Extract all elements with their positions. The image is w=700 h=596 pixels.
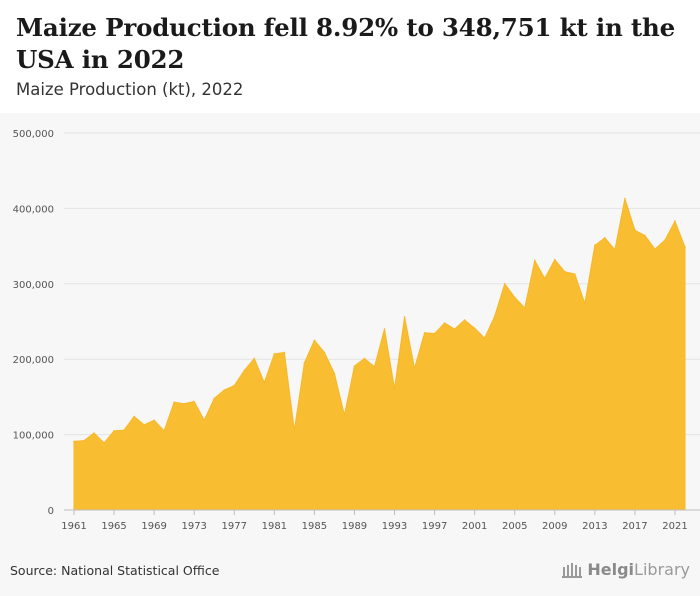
x-tick-label: 1989	[342, 521, 367, 532]
data-point	[333, 372, 336, 375]
source-note: Source: National Statistical Office	[10, 563, 220, 578]
x-tick-label: 2017	[622, 521, 647, 532]
x-tick-label: 1961	[61, 521, 86, 532]
data-point	[73, 440, 75, 443]
x-tick-label: 1997	[422, 521, 447, 532]
x-tick-label: 1993	[382, 521, 407, 532]
data-point	[654, 248, 656, 250]
data-point	[393, 387, 396, 390]
data-point	[513, 296, 516, 299]
x-tick-label: 2001	[462, 521, 487, 532]
x-tick-label: 1977	[222, 521, 247, 532]
chart-header: Maize Production fell 8.92% to 348,751 k…	[0, 0, 700, 113]
data-point	[403, 316, 406, 318]
data-point	[463, 319, 466, 321]
data-point	[523, 307, 526, 309]
data-point	[553, 258, 556, 261]
y-tick-label: 300,000	[13, 280, 54, 291]
data-point	[423, 332, 426, 334]
data-point	[574, 273, 576, 275]
data-point	[493, 315, 496, 318]
data-point	[473, 327, 476, 330]
area-series	[73, 198, 686, 511]
data-point	[83, 439, 85, 442]
data-point	[614, 249, 616, 251]
data-point	[163, 430, 165, 432]
x-tick-label: 1965	[101, 521, 126, 532]
data-point	[223, 389, 226, 391]
x-tick-label: 1981	[262, 521, 287, 532]
y-tick-label: 0	[48, 506, 54, 517]
data-point	[213, 397, 216, 400]
data-point	[604, 237, 606, 239]
brand-logo[interactable]: HelgiLibrary	[561, 560, 690, 579]
data-point	[253, 357, 256, 360]
data-point	[383, 328, 386, 330]
x-tick-label: 2013	[582, 521, 607, 532]
data-point	[323, 351, 326, 354]
data-point	[243, 369, 246, 372]
chart-title: Maize Production fell 8.92% to 348,751 k…	[16, 13, 676, 74]
data-point	[283, 351, 286, 354]
data-point	[644, 234, 646, 237]
x-tick-label: 1973	[181, 521, 206, 532]
area-chart: 0 100,000 200,000 300,000 400,000 500,000 1961…	[13, 129, 700, 532]
y-tick-label: 500,000	[13, 129, 54, 140]
data-point	[433, 332, 436, 335]
data-point	[594, 244, 596, 247]
data-point	[133, 415, 135, 418]
x-tick-label: 2009	[542, 521, 567, 532]
data-point	[93, 432, 95, 434]
data-point	[373, 365, 376, 368]
data-point	[193, 400, 195, 403]
y-tick-label: 100,000	[13, 431, 54, 442]
brand-name-light: Library	[634, 560, 690, 579]
data-point	[313, 339, 316, 342]
data-point	[413, 367, 416, 370]
data-point	[153, 419, 155, 422]
data-point	[483, 337, 486, 339]
data-point	[303, 362, 306, 364]
data-point	[353, 365, 356, 367]
data-point	[363, 357, 366, 360]
x-tick-label: 1985	[302, 521, 327, 532]
data-point	[443, 322, 446, 324]
data-point	[203, 419, 206, 422]
data-point	[634, 229, 636, 232]
data-point	[273, 353, 276, 355]
data-point	[624, 197, 626, 200]
data-point	[533, 259, 536, 262]
data-point	[173, 401, 175, 403]
x-tick-label: 2005	[502, 521, 527, 532]
data-point	[263, 381, 266, 384]
data-point	[293, 429, 296, 431]
data-point	[123, 429, 125, 431]
data-point	[183, 402, 185, 405]
y-tick-label: 400,000	[13, 204, 54, 215]
y-tick-label: 200,000	[13, 355, 54, 366]
chart-area: 0 100,000 200,000 300,000 400,000 500,000 1961…	[0, 113, 700, 596]
library-columns-icon	[562, 562, 583, 578]
data-point	[684, 246, 686, 248]
data-point	[564, 270, 566, 273]
data-point	[674, 220, 676, 223]
x-tick-label: 1969	[141, 521, 166, 532]
data-point	[543, 277, 546, 280]
data-point	[503, 283, 506, 285]
data-point	[453, 328, 456, 330]
data-point	[664, 239, 666, 241]
data-point	[343, 414, 346, 416]
data-point	[584, 302, 586, 305]
brand-name-bold: Helgi	[587, 560, 635, 579]
data-point	[113, 430, 115, 432]
chart-subtitle: Maize Production (kt), 2022	[16, 80, 244, 99]
x-tick-label: 2021	[662, 521, 687, 532]
data-point	[233, 384, 236, 387]
data-point	[143, 424, 145, 426]
data-point	[103, 442, 105, 444]
